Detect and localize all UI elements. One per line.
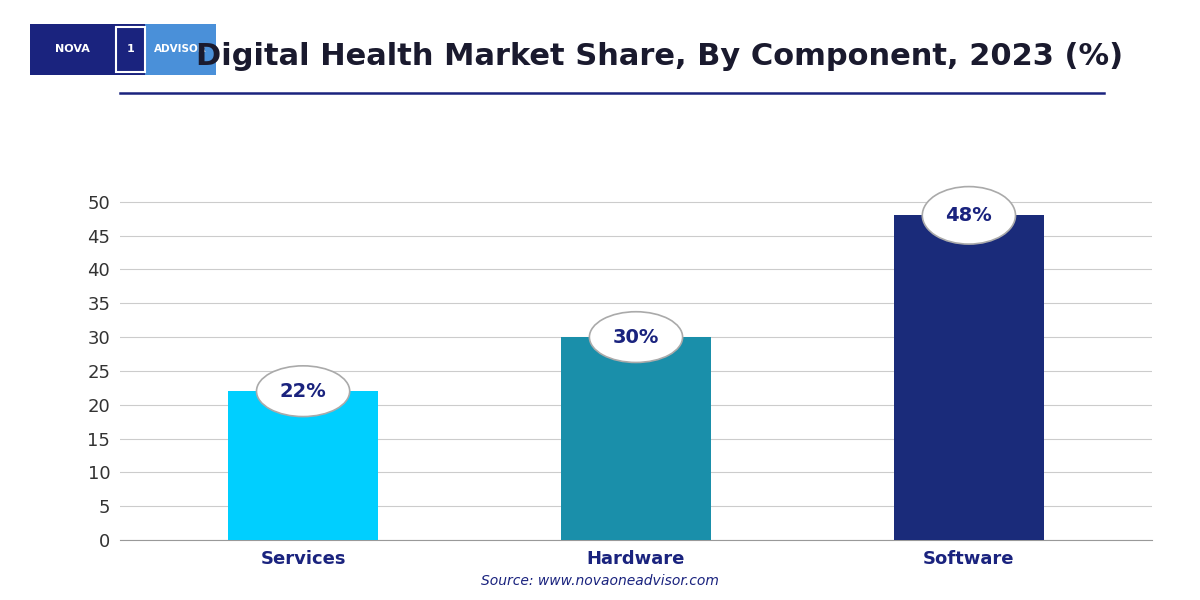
Bar [894, 215, 1044, 540]
Text: Digital Health Market Share, By Component, 2023 (%): Digital Health Market Share, By Componen… [197, 42, 1123, 71]
Ellipse shape [589, 312, 683, 362]
Bar [562, 337, 710, 540]
FancyBboxPatch shape [145, 24, 216, 75]
Ellipse shape [923, 187, 1015, 244]
Text: Source: www.novaoneadvisor.com: Source: www.novaoneadvisor.com [481, 574, 719, 588]
Text: 22%: 22% [280, 382, 326, 401]
Bar [228, 391, 378, 540]
Text: 48%: 48% [946, 206, 992, 225]
Text: 1: 1 [126, 44, 134, 55]
Text: 30%: 30% [613, 328, 659, 347]
Ellipse shape [257, 366, 349, 416]
Text: NOVA: NOVA [55, 44, 90, 55]
FancyBboxPatch shape [30, 24, 145, 75]
Text: ADVISOR: ADVISOR [155, 44, 208, 55]
